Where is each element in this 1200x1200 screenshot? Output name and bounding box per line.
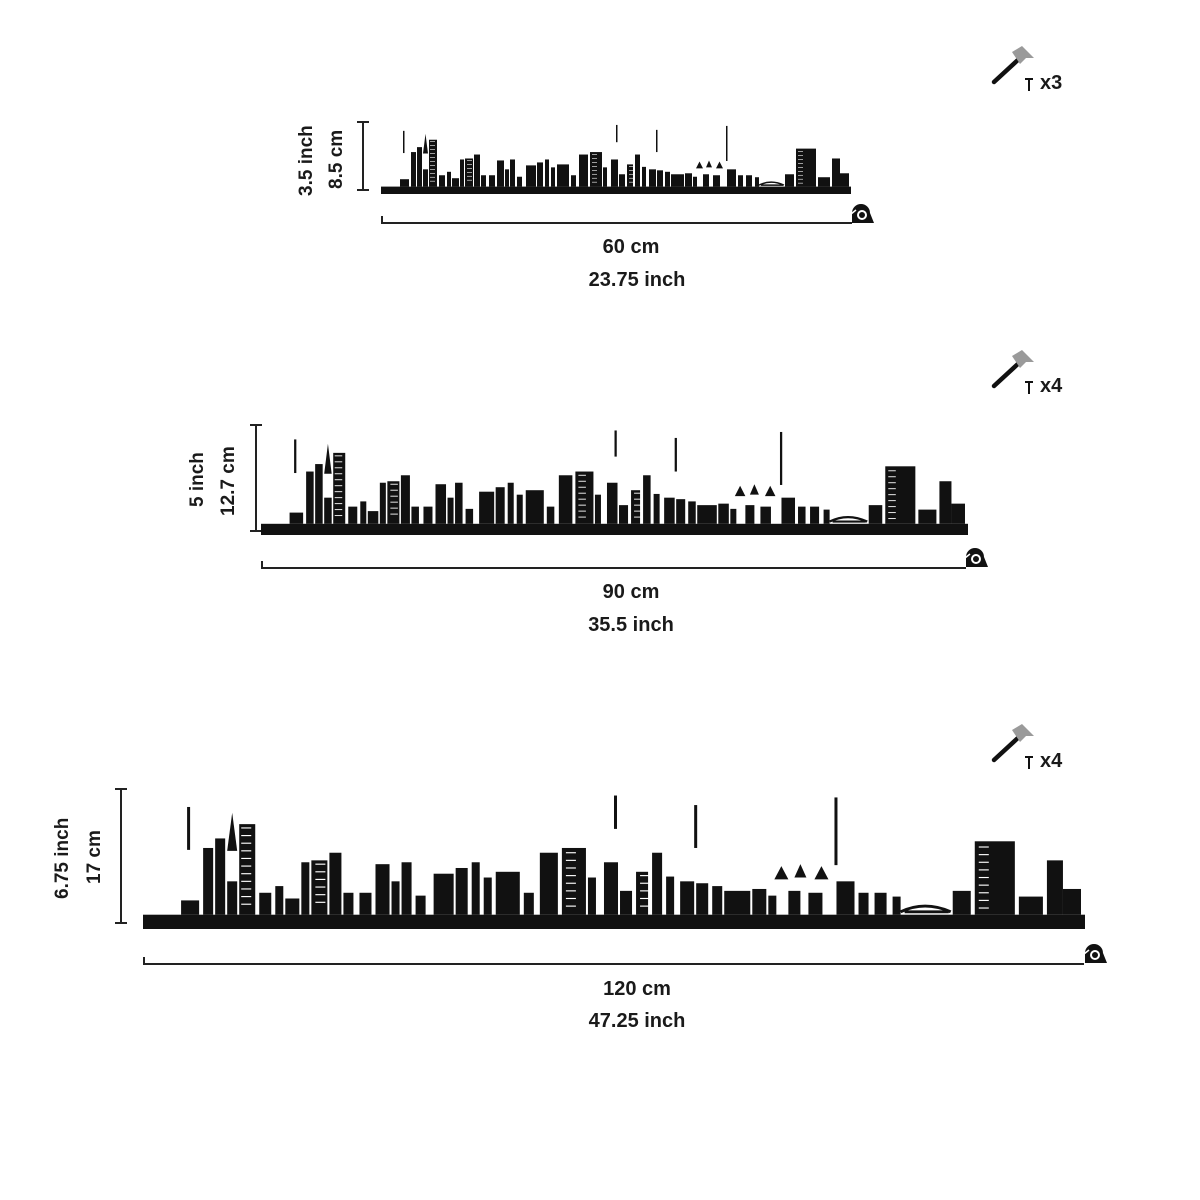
frankfurt-skyline-silhouette xyxy=(143,786,1085,929)
frankfurt-skyline-silhouette xyxy=(261,423,968,535)
width-cm-label: 120 cm xyxy=(603,978,671,1000)
height-bracket xyxy=(115,788,127,924)
height-cm-label: 17 cm xyxy=(84,830,105,884)
hammer-icon xyxy=(991,46,1034,85)
skyline-buildings xyxy=(261,430,968,535)
nail-icon xyxy=(1025,756,1033,769)
height-inch-label: 5 inch xyxy=(187,452,208,507)
height-inch-label: 3.5 inch xyxy=(296,125,317,196)
width-measure-line xyxy=(261,561,966,569)
height-bracket xyxy=(250,424,262,532)
width-measure-line xyxy=(381,216,852,224)
width-cm-label: 60 cm xyxy=(602,236,660,258)
nail-icon xyxy=(1025,78,1033,91)
width-inch-label: 23.75 inch xyxy=(588,269,686,291)
skyline-buildings xyxy=(381,124,851,194)
hammer-icon xyxy=(991,350,1034,389)
hammer-icon xyxy=(991,724,1034,763)
width-inch-label: 47.25 inch xyxy=(588,1010,686,1032)
frankfurt-skyline-silhouette xyxy=(381,120,851,194)
width-cm-label: 90 cm xyxy=(602,581,660,603)
width-inch-label: 35.5 inch xyxy=(588,614,674,636)
tape-measure-icon xyxy=(850,204,874,223)
height-inch-label: 6.75 inch xyxy=(52,817,73,899)
nail-count: x4 xyxy=(1040,375,1063,397)
nail-count: x4 xyxy=(1040,750,1063,772)
height-bracket xyxy=(357,121,369,191)
nail-icon xyxy=(1025,381,1033,394)
height-cm-label: 12.7 cm xyxy=(218,446,239,516)
nail-count: x3 xyxy=(1040,72,1063,94)
height-cm-label: 8.5 cm xyxy=(326,129,347,189)
width-measure-line xyxy=(143,957,1084,965)
tape-measure-icon xyxy=(1083,944,1107,963)
tape-measure-icon xyxy=(964,548,988,567)
skyline-buildings xyxy=(143,795,1085,929)
